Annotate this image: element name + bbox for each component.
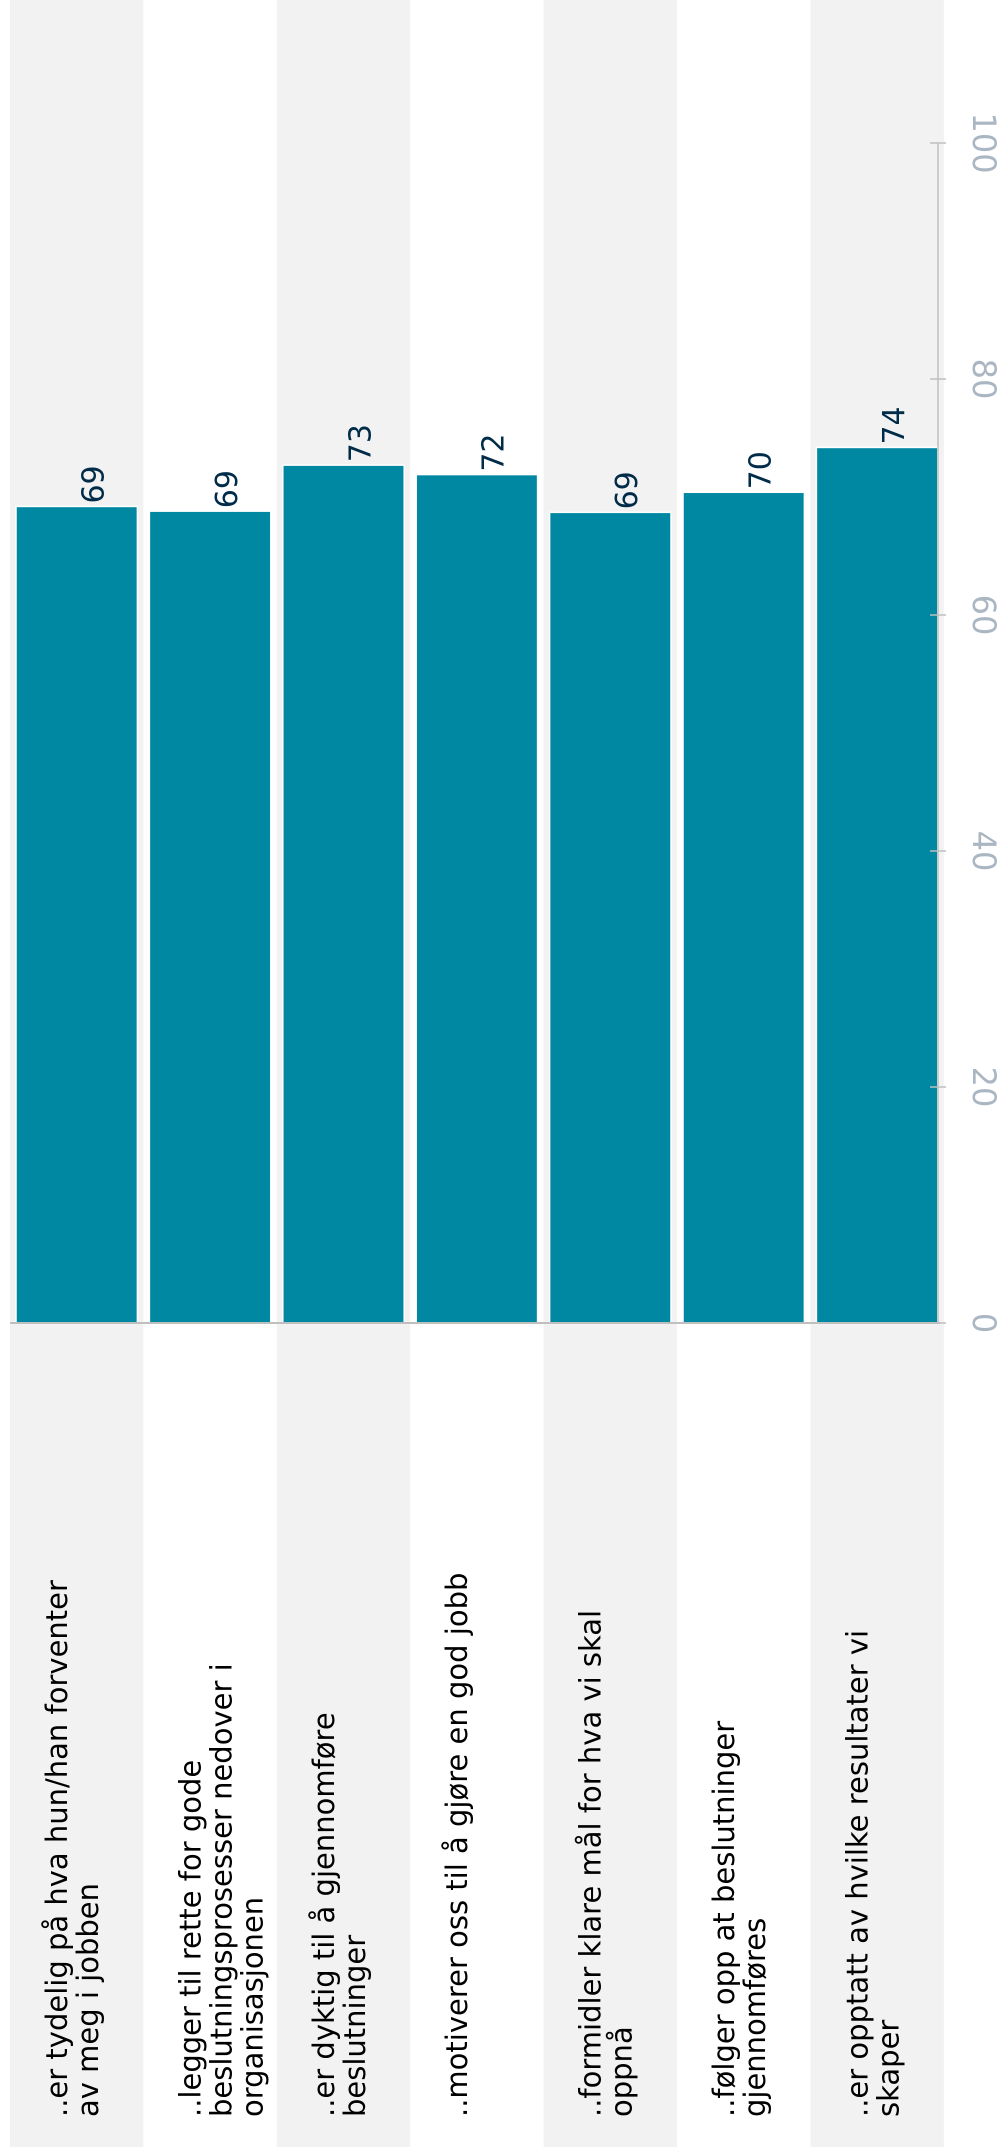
data-label: 72 bbox=[477, 433, 512, 471]
tick-label: 20 bbox=[965, 1067, 1003, 1108]
category-label: ..er opptatt av hvilke resultater viskap… bbox=[840, 1630, 905, 2117]
data-label: 69 bbox=[77, 465, 112, 503]
category-label-line: oppnå bbox=[605, 2026, 639, 2117]
category-label: ..formidler klare mål for hva vi skalopp… bbox=[574, 1610, 639, 2117]
category-label-line: ..motiverer oss til å gjøre en god jobb bbox=[440, 1573, 474, 2117]
tick-label: 80 bbox=[965, 359, 1003, 400]
category-label: ..legger til rette for godebeslutningspr… bbox=[173, 1663, 269, 2117]
category-label-line: gjennomføres bbox=[738, 1918, 772, 2117]
category-label: ..er dyktig til å gjennomførebeslutninge… bbox=[307, 1712, 372, 2117]
data-label: 73 bbox=[343, 424, 378, 462]
category-label: ..følger opp at beslutningergjennomføres bbox=[707, 1721, 772, 2117]
category-label-line: ..er tydelig på hva hun/han forventer bbox=[40, 1580, 74, 2117]
bar bbox=[415, 473, 539, 1324]
bar bbox=[148, 510, 272, 1324]
tick-label: 40 bbox=[965, 831, 1003, 872]
data-label: 69 bbox=[610, 471, 645, 509]
category-label-line: skaper bbox=[871, 2020, 905, 2117]
category-label: ..er tydelig på hva hun/han forventerav … bbox=[40, 1580, 105, 2117]
bar bbox=[282, 464, 405, 1324]
category-label-line: beslutningsprosesser nedover i bbox=[204, 1663, 238, 2117]
category-label-line: ..er dyktig til å gjennomføre bbox=[307, 1712, 341, 2117]
category-label-line: ..er opptatt av hvilke resultater vi bbox=[840, 1630, 874, 2117]
data-labels: 69 69 73 72 69 70 74 bbox=[77, 406, 912, 509]
category-label-line: ..legger til rette for gode bbox=[173, 1760, 207, 2117]
bar bbox=[815, 446, 939, 1324]
tick-label: 60 bbox=[965, 595, 1003, 636]
data-label: 74 bbox=[877, 406, 912, 444]
value-axis: 0 20 40 60 80 100 bbox=[10, 112, 1003, 1333]
tick-label: 0 bbox=[965, 1313, 1003, 1333]
bar bbox=[548, 511, 672, 1324]
bar bbox=[682, 491, 806, 1324]
tick-label: 100 bbox=[965, 112, 1003, 173]
category-label-line: av meg i jobben bbox=[71, 1883, 105, 2117]
category-labels: ..er tydelig på hva hun/han forventerav … bbox=[40, 1573, 905, 2117]
bar bbox=[15, 505, 139, 1324]
data-label: 69 bbox=[210, 470, 245, 508]
category-label-line: ..følger opp at beslutninger bbox=[707, 1721, 741, 2117]
data-label: 70 bbox=[744, 451, 779, 489]
category-label-line: organisasjonen bbox=[235, 1897, 269, 2117]
category-label-line: ..formidler klare mål for hva vi skal bbox=[574, 1610, 608, 2117]
bars bbox=[15, 446, 939, 1324]
category-label: ..motiverer oss til å gjøre en god jobb bbox=[440, 1573, 474, 2117]
category-label-line: beslutninger bbox=[338, 1935, 372, 2117]
